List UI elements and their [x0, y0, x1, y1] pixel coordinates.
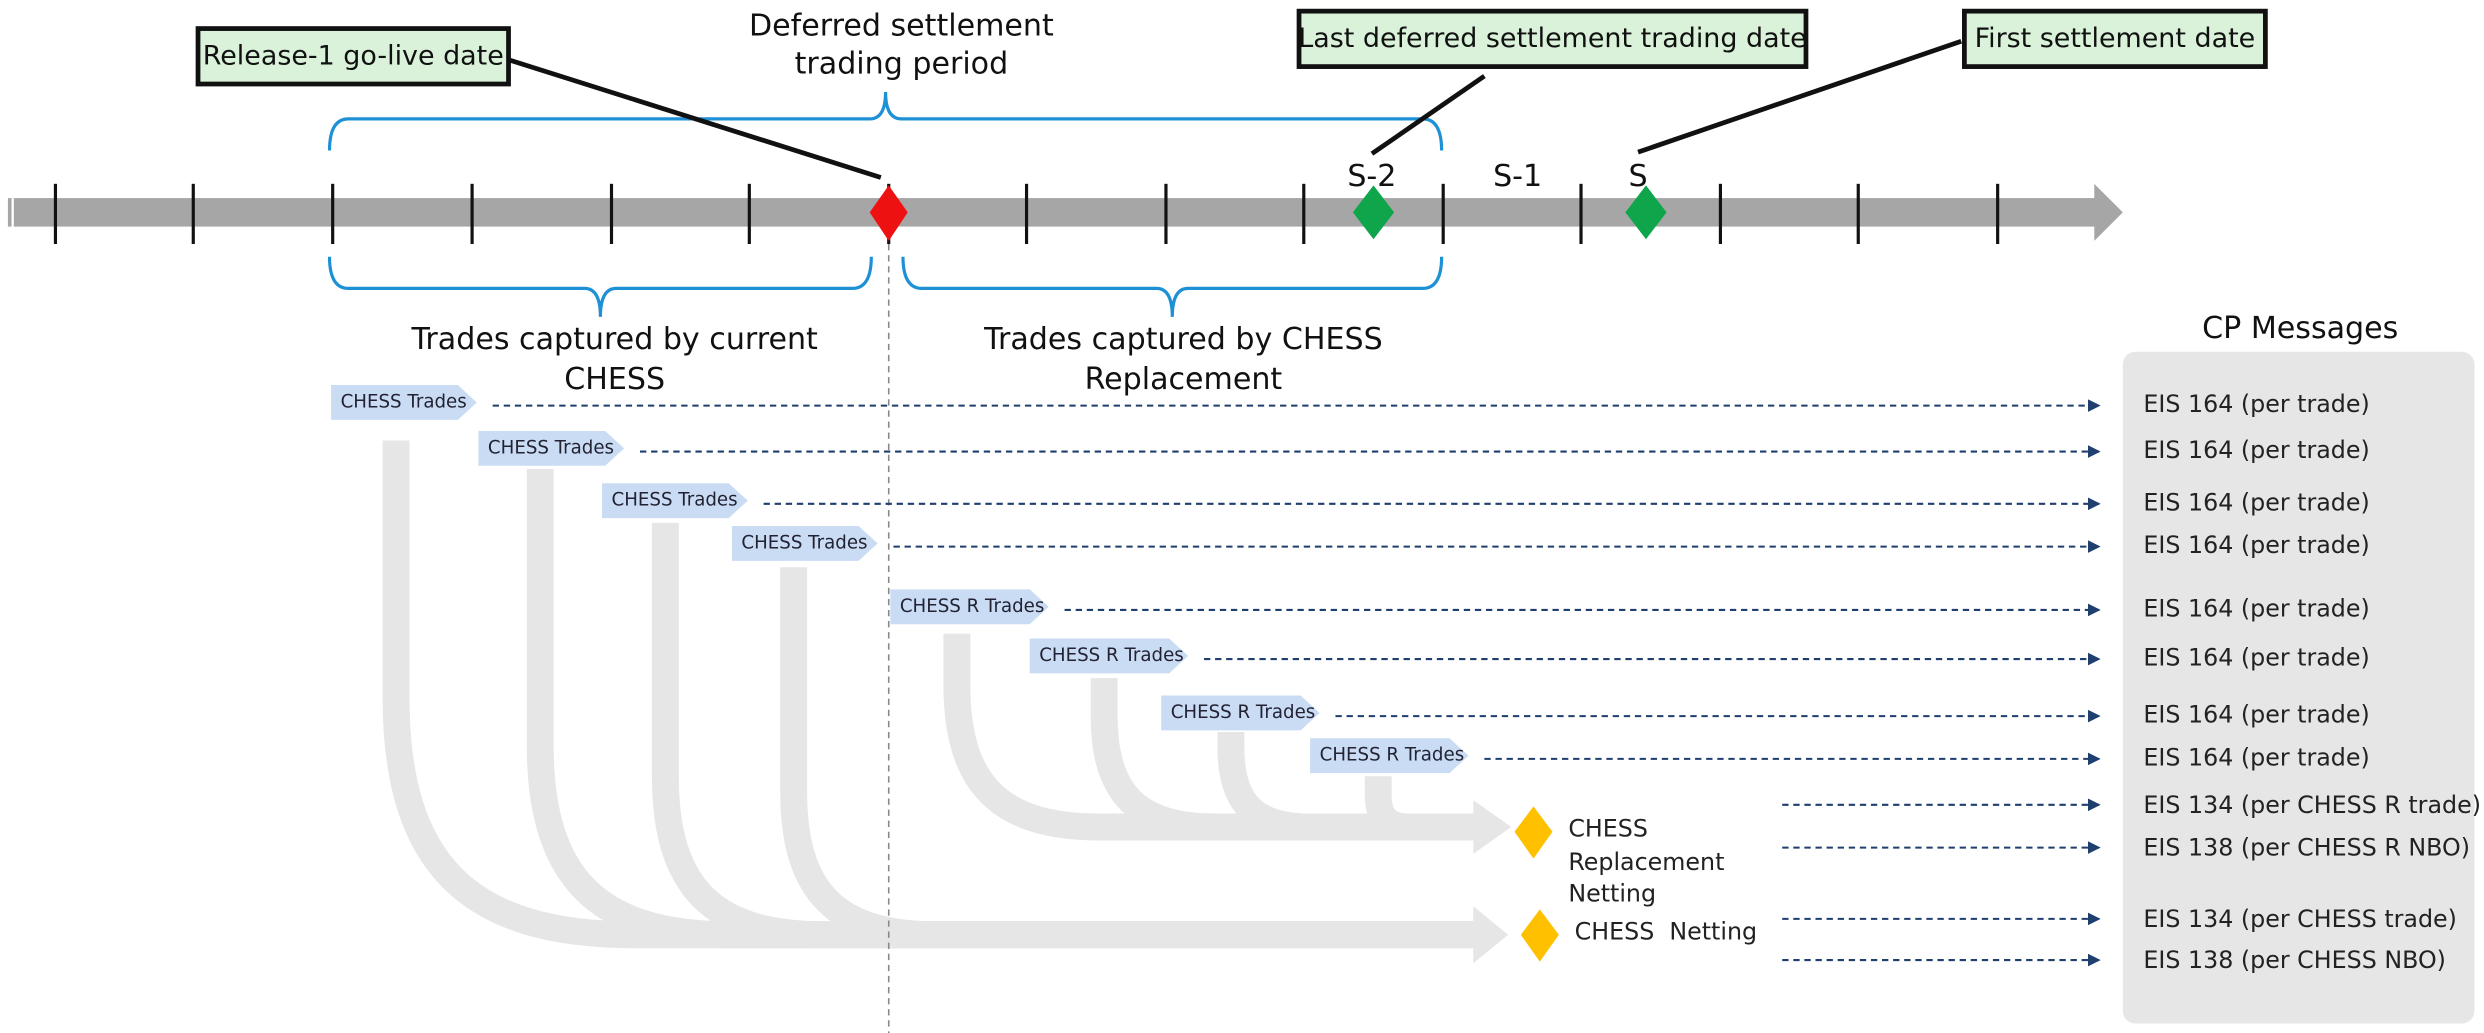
callout-line	[1370, 74, 1486, 156]
cp-message: EIS 138 (per CHESS NBO)	[2143, 946, 2446, 974]
chip-label: CHESS R Trades	[900, 596, 1045, 617]
cp-panel	[2122, 351, 2475, 1024]
milestone-diamond	[1352, 185, 1395, 240]
pipes	[382, 440, 1512, 964]
cp-message: EIS 164 (per trade)	[2143, 743, 2369, 771]
callout-line	[509, 57, 882, 180]
netting-label: Netting	[1568, 880, 1656, 908]
timeline-label: S-1	[1493, 159, 1542, 194]
netting-label: CHESS Netting	[1575, 918, 1757, 946]
pipe	[780, 567, 1477, 949]
netting-label: Replacement	[1568, 848, 1724, 876]
replacement-label: Replacement	[1085, 362, 1283, 397]
pipe	[382, 440, 1477, 949]
callout-text: First settlement date	[1975, 23, 2256, 54]
pipe-arrow	[1473, 800, 1512, 854]
cp-message: EIS 164 (per trade)	[2143, 390, 2369, 418]
chip-label: CHESS R Trades	[1171, 702, 1316, 723]
replacement-brace	[901, 256, 1444, 317]
callout-box	[1296, 8, 1809, 69]
chip	[1029, 638, 1189, 674]
pipe	[943, 633, 1477, 841]
cp-message: EIS 164 (per trade)	[2143, 644, 2369, 672]
pipe	[526, 468, 1477, 949]
timeline-bar	[7, 198, 2103, 227]
cp-message: EIS 164 (per trade)	[2143, 701, 2369, 729]
pipe	[651, 522, 1477, 949]
timeline-label: S	[1628, 159, 1647, 194]
go-live-diamond	[869, 185, 908, 241]
chip-label: CHESS Trades	[341, 391, 467, 412]
chip-label: CHESS Trades	[611, 490, 737, 511]
replacement-label: Trades captured by CHESS	[983, 322, 1383, 357]
chip	[331, 385, 477, 420]
current-brace	[327, 256, 873, 317]
ticks	[53, 183, 2000, 245]
chip	[890, 589, 1049, 625]
current-label: CHESS	[564, 362, 665, 397]
cp-message: EIS 164 (per trade)	[2143, 531, 2369, 559]
netting-diamond	[1520, 909, 1559, 962]
callout-box	[195, 26, 511, 87]
timeline-arrow	[2094, 183, 2123, 241]
chip	[478, 430, 625, 466]
pipe	[1090, 678, 1477, 841]
callout-text: Last deferred settlement trading date	[1298, 23, 1806, 54]
chip	[1310, 738, 1469, 774]
milestone-diamond	[1625, 185, 1667, 240]
period-label: trading period	[795, 47, 1009, 82]
callout-line	[1637, 38, 1962, 155]
cp-message: EIS 164 (per trade)	[2143, 594, 2369, 622]
chip-label: CHESS R Trades	[1039, 645, 1184, 666]
pipe-arrow	[1473, 906, 1509, 964]
callout-text: Release-1 go-live date	[203, 41, 504, 72]
chip	[601, 483, 748, 519]
cp-message: EIS 134 (per CHESS R trade)	[2143, 791, 2481, 819]
cp-message: EIS 164 (per trade)	[2143, 436, 2369, 464]
period-label: Deferred settlement	[749, 8, 1054, 43]
netting-diamond	[1514, 806, 1553, 859]
cp-header: CP Messages	[2202, 311, 2398, 346]
cp-message: EIS 164 (per trade)	[2143, 488, 2369, 516]
netting-label: CHESS	[1568, 815, 1648, 843]
chip	[1161, 695, 1320, 731]
callout-box	[1962, 8, 2268, 69]
cp-message: EIS 138 (per CHESS R NBO)	[2143, 834, 2470, 862]
cp-message: EIS 134 (per CHESS trade)	[2143, 905, 2457, 933]
chip	[731, 526, 878, 561]
chip-label: CHESS Trades	[488, 437, 614, 458]
chip-label: CHESS Trades	[741, 532, 867, 553]
period-brace	[327, 91, 1444, 151]
current-label: Trades captured by current	[410, 322, 818, 357]
chip-label: CHESS R Trades	[1320, 745, 1465, 766]
rows: CHESS Trades EIS 164 (per trade) CHESS Tra…	[331, 385, 2481, 974]
pipe	[1364, 776, 1477, 841]
pipe	[1217, 731, 1477, 841]
